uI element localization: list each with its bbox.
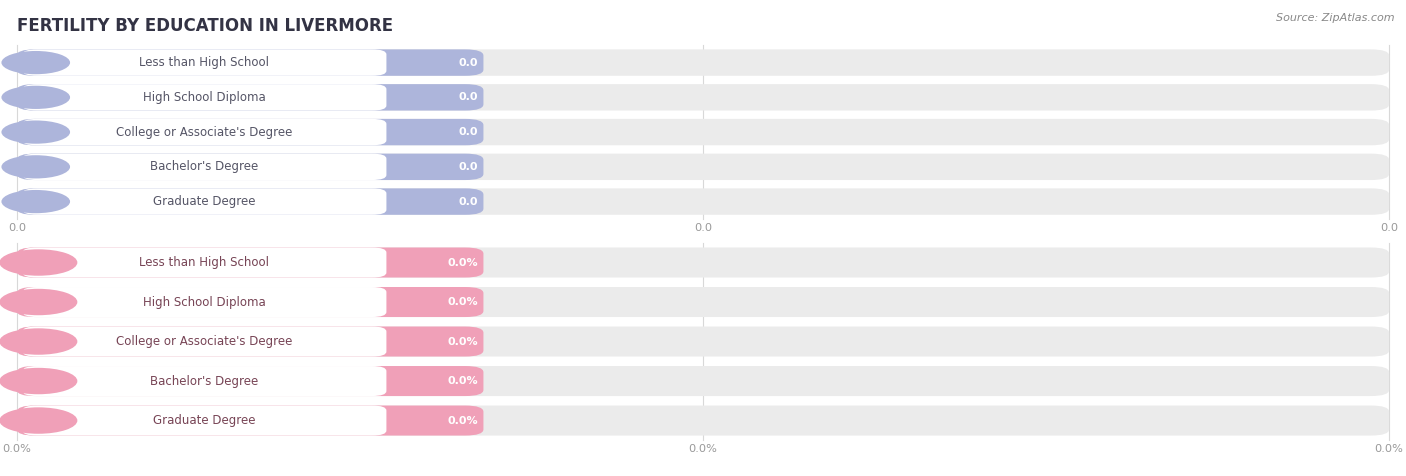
FancyBboxPatch shape xyxy=(17,327,1389,357)
Text: Bachelor's Degree: Bachelor's Degree xyxy=(150,375,259,387)
FancyBboxPatch shape xyxy=(22,406,387,436)
FancyBboxPatch shape xyxy=(22,287,387,317)
Circle shape xyxy=(0,289,77,315)
Text: 0.0%: 0.0% xyxy=(447,376,478,386)
FancyBboxPatch shape xyxy=(17,50,484,76)
Text: FERTILITY BY EDUCATION IN LIVERMORE: FERTILITY BY EDUCATION IN LIVERMORE xyxy=(17,17,394,35)
Text: 0.0: 0.0 xyxy=(458,197,478,207)
Text: 0.0: 0.0 xyxy=(695,223,711,233)
FancyBboxPatch shape xyxy=(17,327,484,357)
Circle shape xyxy=(1,120,70,144)
Circle shape xyxy=(1,190,70,213)
FancyBboxPatch shape xyxy=(22,366,387,396)
FancyBboxPatch shape xyxy=(17,366,484,396)
Text: Graduate Degree: Graduate Degree xyxy=(153,414,256,427)
Text: 0.0: 0.0 xyxy=(458,92,478,102)
FancyBboxPatch shape xyxy=(17,248,484,278)
Text: 0.0%: 0.0% xyxy=(3,444,31,454)
FancyBboxPatch shape xyxy=(22,248,387,278)
Circle shape xyxy=(0,328,77,355)
FancyBboxPatch shape xyxy=(17,188,1389,215)
Text: 0.0: 0.0 xyxy=(458,162,478,172)
FancyBboxPatch shape xyxy=(17,50,1389,76)
Text: 0.0: 0.0 xyxy=(458,127,478,137)
Circle shape xyxy=(1,155,70,178)
Text: 0.0%: 0.0% xyxy=(447,337,478,347)
FancyBboxPatch shape xyxy=(17,119,484,145)
FancyBboxPatch shape xyxy=(17,84,1389,110)
FancyBboxPatch shape xyxy=(17,154,1389,180)
Text: College or Associate's Degree: College or Associate's Degree xyxy=(117,126,292,139)
Text: Graduate Degree: Graduate Degree xyxy=(153,195,256,208)
Text: 0.0%: 0.0% xyxy=(1375,444,1403,454)
Text: 0.0%: 0.0% xyxy=(689,444,717,454)
Text: 0.0%: 0.0% xyxy=(447,416,478,426)
FancyBboxPatch shape xyxy=(17,84,484,110)
FancyBboxPatch shape xyxy=(17,366,1389,396)
Circle shape xyxy=(0,407,77,434)
Text: Source: ZipAtlas.com: Source: ZipAtlas.com xyxy=(1277,13,1395,23)
FancyBboxPatch shape xyxy=(22,119,387,145)
Text: 0.0: 0.0 xyxy=(8,223,25,233)
Text: Bachelor's Degree: Bachelor's Degree xyxy=(150,160,259,173)
Circle shape xyxy=(1,51,70,74)
Text: High School Diploma: High School Diploma xyxy=(143,296,266,308)
Text: Less than High School: Less than High School xyxy=(139,256,270,269)
FancyBboxPatch shape xyxy=(17,154,484,180)
FancyBboxPatch shape xyxy=(22,50,387,76)
Text: College or Associate's Degree: College or Associate's Degree xyxy=(117,335,292,348)
FancyBboxPatch shape xyxy=(17,406,1389,436)
Text: 0.0: 0.0 xyxy=(458,58,478,68)
FancyBboxPatch shape xyxy=(22,84,387,110)
FancyBboxPatch shape xyxy=(22,327,387,357)
FancyBboxPatch shape xyxy=(17,248,1389,278)
Text: Less than High School: Less than High School xyxy=(139,56,270,69)
Text: 0.0%: 0.0% xyxy=(447,297,478,307)
FancyBboxPatch shape xyxy=(17,287,484,317)
Text: High School Diploma: High School Diploma xyxy=(143,91,266,104)
FancyBboxPatch shape xyxy=(17,287,1389,317)
FancyBboxPatch shape xyxy=(22,188,387,215)
FancyBboxPatch shape xyxy=(17,188,484,215)
Circle shape xyxy=(0,368,77,394)
Circle shape xyxy=(1,86,70,109)
Text: 0.0: 0.0 xyxy=(1381,223,1398,233)
Circle shape xyxy=(0,249,77,276)
FancyBboxPatch shape xyxy=(22,154,387,180)
Text: 0.0%: 0.0% xyxy=(447,258,478,268)
FancyBboxPatch shape xyxy=(17,119,1389,145)
FancyBboxPatch shape xyxy=(17,406,484,436)
